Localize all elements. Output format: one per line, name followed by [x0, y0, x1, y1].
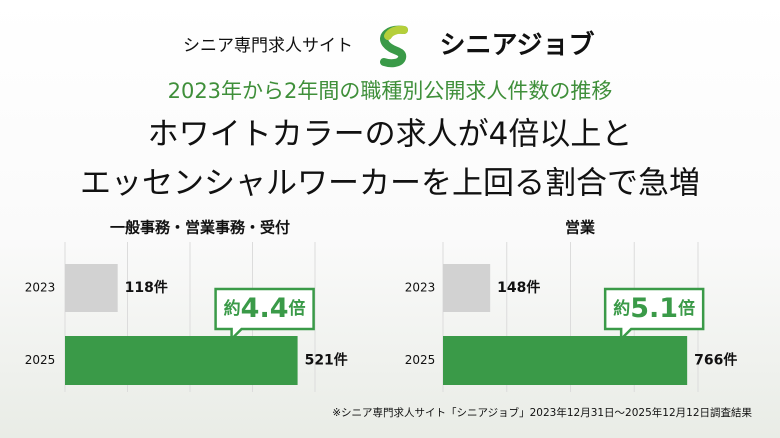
- logo-icon: [380, 25, 408, 68]
- callout: 約5.1倍: [603, 287, 705, 343]
- chart-title: 営業: [565, 219, 596, 237]
- y-tick-label: 2023: [25, 281, 56, 295]
- chart-title: 一般事務・営業事務・受付: [110, 219, 290, 237]
- headline: ホワイトカラーの求人が4倍以上と: [148, 117, 633, 153]
- callout-prefix: 約: [613, 298, 630, 319]
- value-label: 521件: [305, 352, 348, 369]
- callout-text: 約5.1倍: [613, 293, 695, 324]
- callout-number: 5.1: [630, 293, 678, 324]
- headline: エッセンシャルワーカーを上回る割合で急増: [80, 166, 700, 202]
- callout-box: [214, 287, 315, 343]
- value-label: 766件: [694, 352, 737, 369]
- callout-prefix: 約: [224, 298, 241, 319]
- callout-number: 4.4: [241, 293, 289, 324]
- bar: [443, 336, 688, 385]
- y-tick-label: 2025: [25, 353, 56, 367]
- bar: [443, 264, 491, 312]
- logo-text: シニアジョブ: [440, 30, 595, 61]
- subtitle: 2023年から2年間の職種別公開求人件数の推移: [168, 79, 613, 103]
- callout-text: 約4.4倍: [224, 293, 306, 324]
- callout: 約4.4倍: [214, 287, 315, 343]
- bar: [65, 336, 298, 385]
- callout-suffix: 倍: [289, 298, 306, 319]
- footnote: ※シニア専門求人サイト「シニアジョブ」2023年12月31日～2025年12月1…: [332, 406, 752, 419]
- y-tick-label: 2023: [405, 281, 436, 295]
- value-label: 148件: [497, 279, 540, 296]
- y-tick-label: 2025: [405, 353, 436, 367]
- callout-suffix: 倍: [678, 298, 695, 319]
- callout-box: [603, 287, 705, 343]
- value-label: 118件: [125, 279, 168, 296]
- site-label: シニア専門求人サイト: [183, 36, 353, 56]
- bar: [65, 264, 118, 312]
